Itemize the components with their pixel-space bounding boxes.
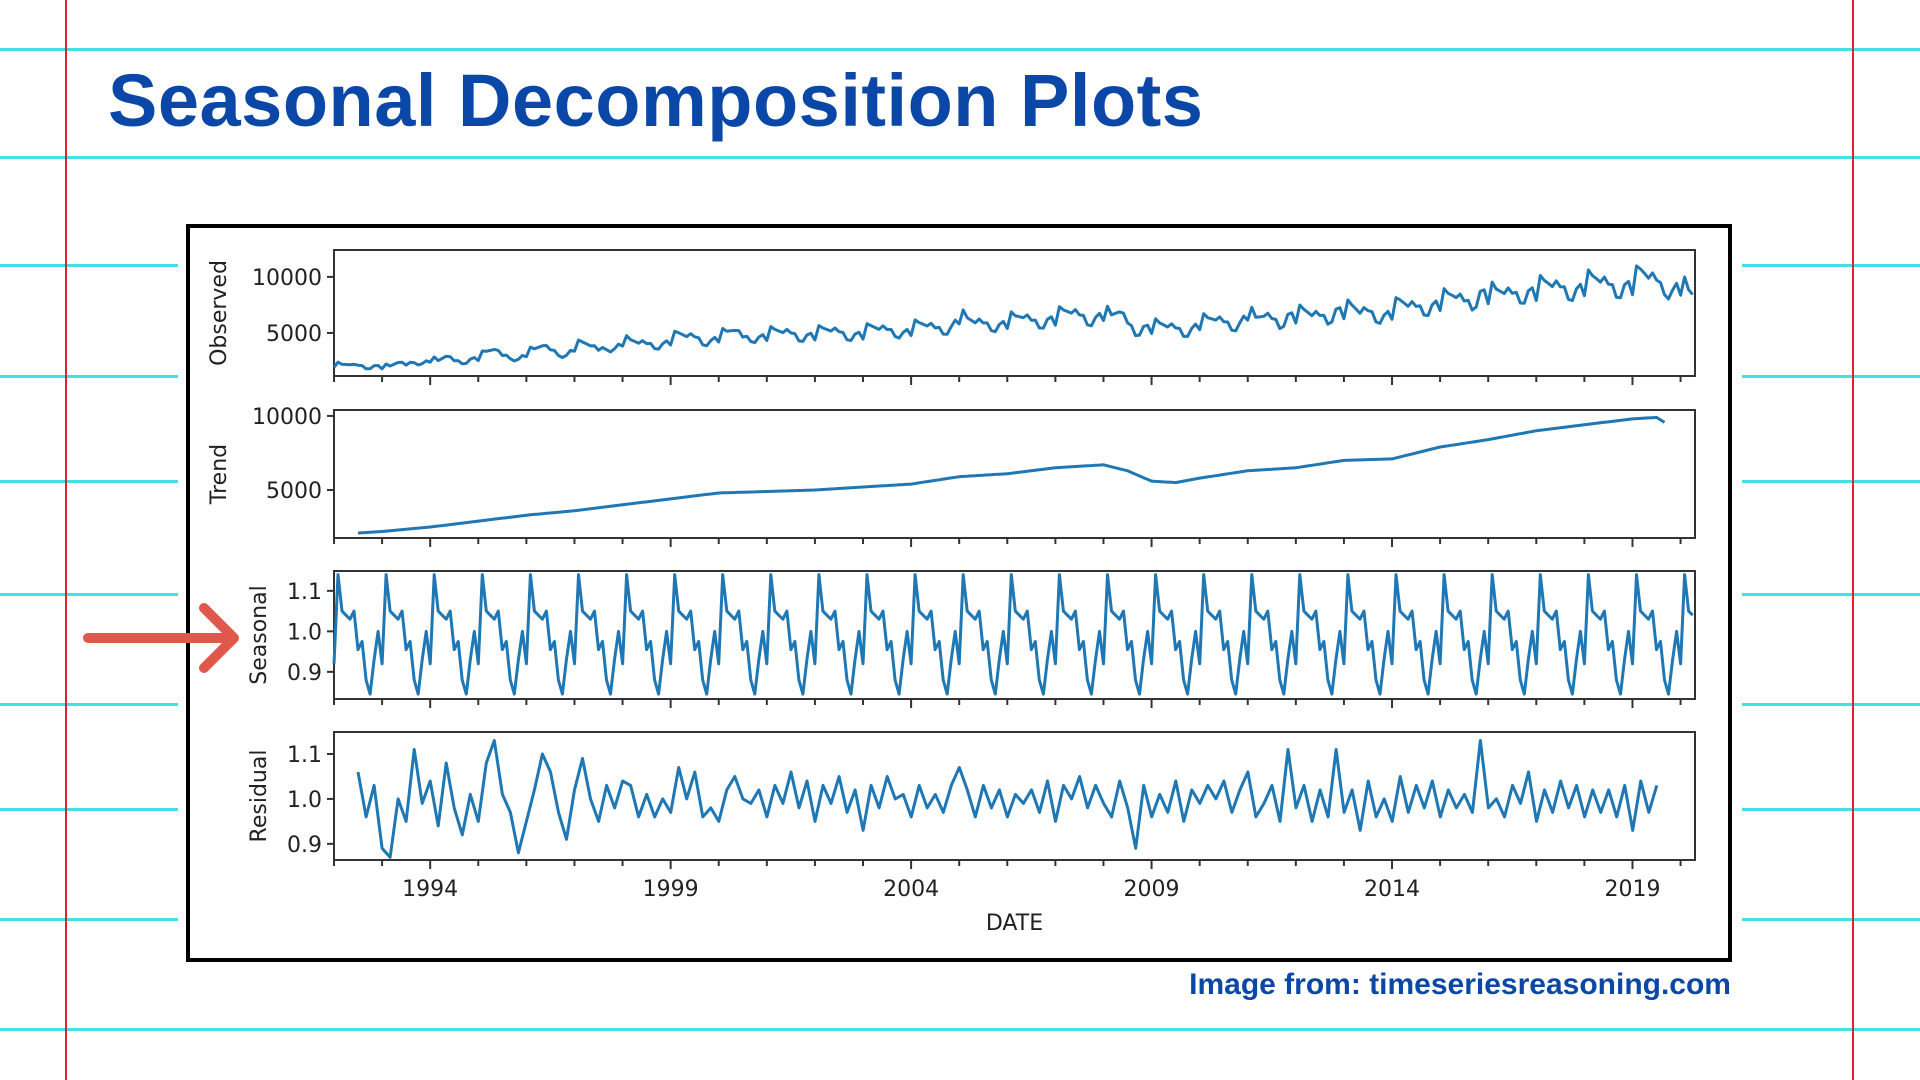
panel-frame <box>333 409 1696 539</box>
x-tick-label: 2014 <box>1364 877 1420 902</box>
y-axis-label: Residual <box>247 750 272 843</box>
x-tick-label: 1994 <box>402 877 458 902</box>
y-tick-label: 5000 <box>266 479 322 504</box>
observed-line <box>332 264 1694 371</box>
panel-seasonal: 0.9 1.0 1.1 Seasonal <box>247 570 1696 708</box>
rule-line <box>0 156 1920 159</box>
source-credit: Image from: timeseriesreasoning.com <box>1189 968 1731 1001</box>
x-tick-label: 2009 <box>1124 877 1180 902</box>
x-axis-label: DATE <box>986 911 1043 936</box>
trend-line <box>357 415 1666 535</box>
page-title: Seasonal Decomposition Plots <box>108 59 1204 142</box>
rule-line <box>0 808 178 811</box>
rule-line <box>0 1028 1920 1031</box>
y-tick-label: 5000 <box>266 322 322 347</box>
residual-line <box>356 739 1659 859</box>
x-tick-label: 2004 <box>883 877 939 902</box>
x-tick-label: 2019 <box>1604 877 1660 902</box>
y-tick-label: 1.0 <box>287 788 322 813</box>
y-tick-label: 0.9 <box>287 833 322 858</box>
y-tick-label: 0.9 <box>287 661 322 686</box>
rule-line <box>0 593 178 596</box>
y-tick-label: 1.1 <box>287 580 322 605</box>
seasonal-line <box>332 573 1694 696</box>
rule-line <box>0 918 178 921</box>
rule-line <box>1742 480 1920 483</box>
rule-line <box>0 48 1920 51</box>
y-tick-label: 10000 <box>252 405 322 430</box>
margin-line-left <box>65 0 67 1080</box>
y-tick-label: 1.1 <box>287 743 322 768</box>
panel-frame <box>333 249 1696 377</box>
x-tick-label: 1999 <box>643 877 699 902</box>
rule-line <box>1742 703 1920 706</box>
figure-frame <box>186 224 1732 962</box>
right-arrow-icon <box>83 603 239 673</box>
panel-observed: 5000 10000 Observed <box>207 249 1696 385</box>
rule-line <box>1742 264 1920 267</box>
y-axis-label: Trend <box>207 444 232 505</box>
rule-line <box>1742 375 1920 378</box>
rule-line <box>1742 593 1920 596</box>
panel-residual: 0.9 1.0 1.1 Residual 1994 1999 2004 2009 2014 201… <box>247 731 1696 936</box>
rule-line <box>0 703 178 706</box>
y-tick-label: 10000 <box>252 266 322 291</box>
rule-line <box>0 264 178 267</box>
panel-frame <box>333 731 1696 861</box>
y-tick-label: 1.0 <box>287 620 322 645</box>
y-axis-label: Observed <box>207 260 232 366</box>
rule-line <box>0 480 178 483</box>
margin-line-right <box>1852 0 1854 1080</box>
rule-line <box>1742 918 1920 921</box>
rule-line <box>0 375 178 378</box>
panel-trend: 5000 10000 Trend <box>207 405 1696 547</box>
y-axis-label: Seasonal <box>247 585 272 684</box>
rule-line <box>1742 808 1920 811</box>
